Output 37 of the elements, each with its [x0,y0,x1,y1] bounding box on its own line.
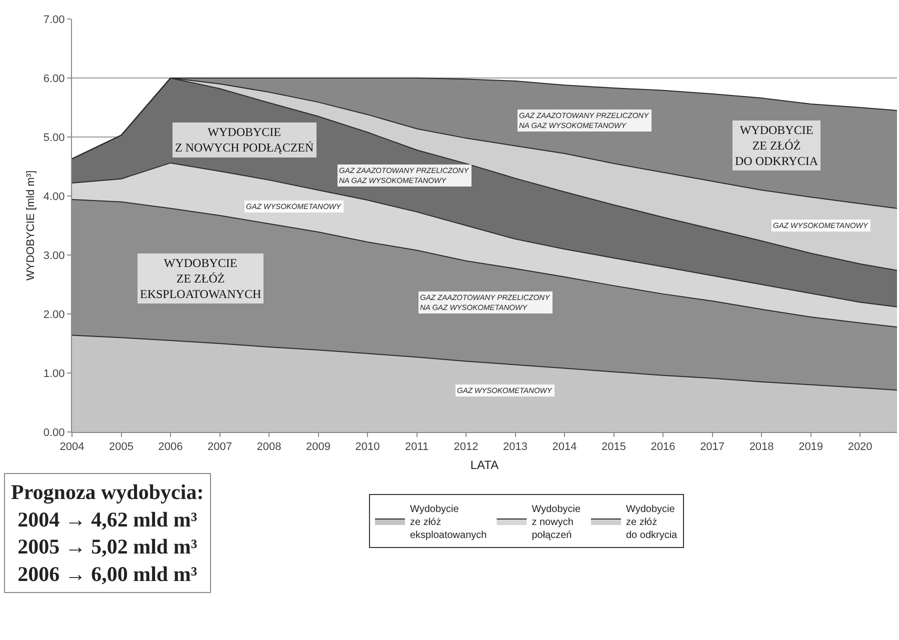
x-tick-label: 2017 [700,441,725,454]
x-tick-label: 2018 [749,441,774,454]
x-tick-label: 2009 [306,441,331,454]
legend-label: Wydobycie ze złóż eksploatowanych [410,504,487,541]
y-tick-label: 1.00 [43,368,65,380]
annotation: WYDOBYCIE ZE ZŁÓŻ DO ODKRYCIA [735,123,818,168]
y-axis-title: WYDOBYCIE [mld m³] [25,170,38,281]
annotation: WYDOBYCIE Z NOWYCH PODŁĄCZEŃ [175,125,314,155]
x-tick-label: 2013 [503,441,528,454]
x-axis-title: LATA [470,458,499,472]
y-tick-label: 2.00 [43,308,65,321]
x-tick-label: 2008 [256,441,282,454]
text: 2004 → 4,62 mld m³ [18,507,198,532]
x-tick-label: 2020 [848,441,872,454]
x-tick-label: 2016 [650,441,676,454]
annotation: WYDOBYCIE ZE ZŁÓŻ EKSPLOATOWANYCH [140,256,262,302]
y-tick-label: 7.00 [43,14,65,26]
x-tick-label: 2014 [552,441,577,454]
y-tick-label: 6.00 [43,72,65,85]
legend-label: Wydobycie ze złóż do odkrycia [626,504,678,541]
x-tick-label: 2015 [602,441,626,454]
x-tick-label: 2012 [454,441,478,454]
x-tick-label: 2005 [109,441,134,454]
text: Prognoza wydobycia: [11,480,204,504]
y-tick-label: 5.00 [43,132,65,144]
y-tick-label: 3.00 [43,250,65,262]
x-tick-label: 2019 [798,441,824,454]
x-tick-label: 2006 [158,441,183,454]
text: 2005 → 5,02 mld m³ [18,534,198,559]
y-tick-label: 0.00 [43,426,65,439]
x-tick-label: 2011 [404,441,429,454]
legend-label: Wydobycie z nowych połączeń [532,504,581,541]
x-tick-label: 2007 [208,441,232,454]
text: 2006 → 6,00 mld m³ [18,562,198,586]
y-tick-label: 4.00 [43,190,65,203]
x-tick-label: 2004 [60,441,84,454]
x-tick-label: 2010 [355,441,380,454]
